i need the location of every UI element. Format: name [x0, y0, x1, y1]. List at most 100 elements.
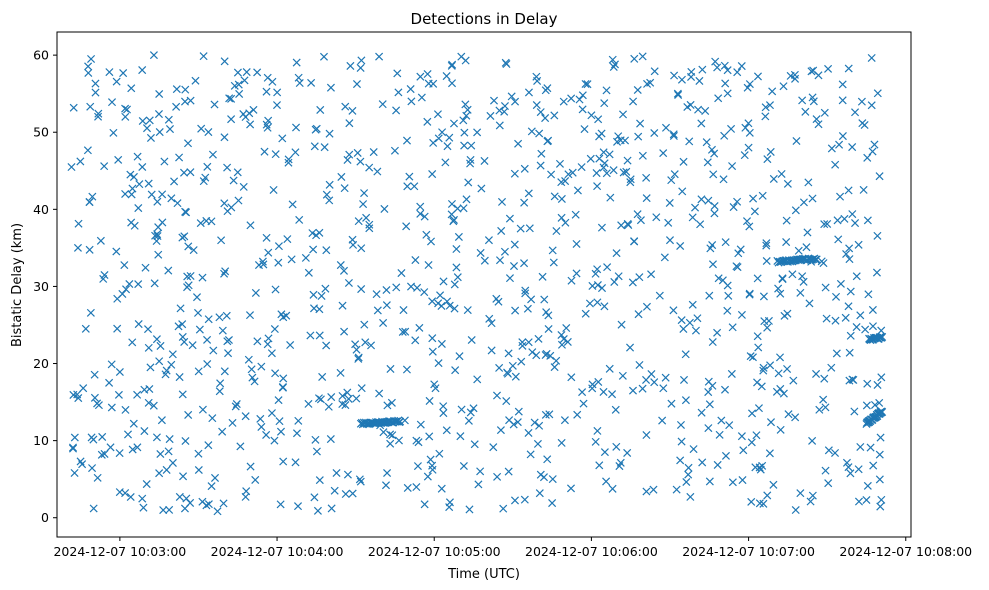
detection-point	[459, 116, 468, 125]
detection-point	[149, 51, 158, 60]
detection-point	[535, 489, 544, 498]
detection-point	[152, 335, 161, 344]
detection-point	[638, 52, 647, 61]
detection-point	[549, 258, 558, 267]
detection-point	[278, 383, 287, 392]
detection-point	[118, 289, 127, 298]
detection-point	[672, 485, 681, 494]
detection-point	[702, 138, 711, 147]
detection-point	[316, 395, 325, 404]
detection-point	[231, 402, 240, 411]
detection-point	[557, 213, 566, 222]
detection-point	[504, 349, 513, 358]
detection-point	[820, 374, 829, 383]
detection-point	[605, 364, 614, 373]
detection-point	[518, 338, 527, 347]
detection-point	[223, 337, 232, 346]
detection-point	[859, 185, 868, 194]
detection-point	[563, 337, 572, 346]
detection-point	[745, 128, 754, 137]
detection-point	[155, 357, 164, 366]
detection-point	[749, 194, 758, 203]
detection-point	[819, 395, 828, 404]
detection-point	[799, 198, 808, 207]
detection-point	[195, 325, 204, 334]
detection-point	[464, 178, 473, 187]
detection-point	[386, 364, 395, 373]
detection-point	[845, 244, 854, 253]
detection-point	[341, 102, 350, 111]
detection-point	[87, 433, 96, 442]
detection-point	[133, 390, 142, 399]
detection-point	[567, 276, 576, 285]
detection-point	[93, 399, 102, 408]
detection-point	[311, 435, 320, 444]
detection-point	[447, 210, 456, 219]
detection-point	[594, 377, 603, 386]
detection-point	[798, 272, 807, 281]
detection-point	[276, 427, 286, 436]
detection-point	[866, 443, 875, 452]
detection-point	[704, 388, 713, 397]
detection-point	[534, 334, 543, 343]
detection-point	[863, 481, 872, 490]
detection-point	[753, 274, 762, 283]
detection-point	[150, 279, 159, 288]
detection-point	[670, 170, 679, 179]
detection-point	[469, 404, 478, 413]
detection-point	[872, 268, 881, 277]
detection-point	[146, 133, 155, 142]
detection-point	[626, 343, 635, 352]
detection-point	[591, 269, 600, 278]
detection-point	[705, 291, 714, 300]
detection-point	[763, 155, 772, 164]
detection-point	[378, 100, 387, 109]
detection-point	[84, 62, 93, 71]
detection-point	[435, 449, 444, 458]
detection-point	[295, 215, 304, 224]
detection-point	[801, 107, 810, 116]
detection-point	[184, 242, 193, 251]
detection-point	[107, 403, 116, 412]
detection-point	[447, 61, 456, 70]
detection-point	[766, 361, 775, 370]
detection-point	[808, 194, 817, 203]
detection-point	[425, 432, 434, 441]
detection-point	[399, 306, 408, 315]
detection-point	[204, 500, 213, 509]
detection-point	[88, 464, 97, 473]
detection-point	[227, 94, 236, 103]
detection-point	[179, 168, 189, 177]
detection-point	[155, 128, 164, 137]
detection-point	[452, 245, 461, 254]
detection-point	[745, 290, 754, 299]
detection-point	[520, 198, 529, 207]
detection-point	[610, 60, 620, 69]
detection-point	[870, 140, 879, 149]
detection-point	[194, 449, 203, 458]
detection-point	[251, 288, 260, 297]
detection-point	[676, 241, 685, 251]
detection-point	[340, 327, 349, 336]
detection-point	[348, 489, 357, 498]
detection-point	[393, 69, 402, 78]
detection-point	[304, 268, 313, 277]
detection-point	[209, 346, 218, 355]
detection-point	[315, 228, 324, 237]
detection-point	[610, 277, 619, 286]
detection-point	[270, 436, 279, 445]
detection-point	[612, 249, 621, 258]
detection-point	[762, 239, 771, 248]
detection-point	[434, 359, 443, 368]
detection-point	[593, 426, 602, 435]
detection-point	[842, 458, 851, 467]
detection-point	[183, 139, 193, 148]
detection-point	[352, 394, 361, 403]
detection-point	[715, 430, 724, 439]
detection-point	[373, 167, 382, 176]
detection-point	[486, 111, 495, 120]
detection-point	[319, 52, 329, 61]
detection-point	[733, 197, 742, 206]
detection-point	[467, 141, 476, 150]
detection-point	[560, 416, 569, 425]
